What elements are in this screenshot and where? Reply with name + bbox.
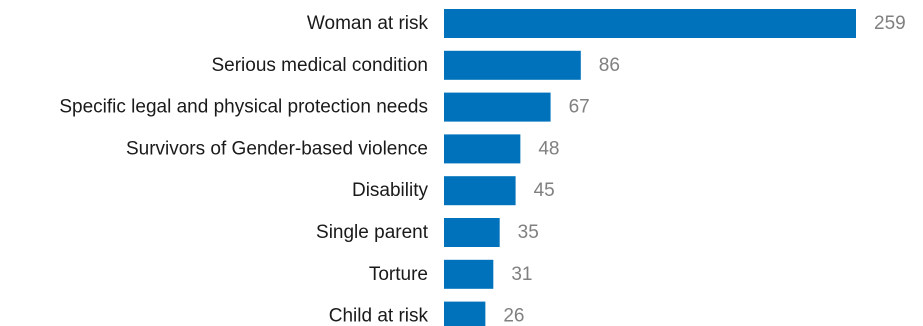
value-label: 259 (874, 13, 906, 34)
category-label: Single parent (316, 222, 429, 243)
bar (444, 259, 494, 289)
category-label: Child at risk (329, 306, 429, 326)
category-label: Serious medical condition (211, 55, 428, 76)
bar (444, 176, 516, 206)
category-label: Survivors of Gender-based violence (126, 138, 428, 159)
value-label: 45 (534, 180, 555, 201)
value-labels: 259 86 67 48 45 35 31 26 (503, 13, 905, 326)
category-label: Torture (369, 264, 428, 285)
category-label: Specific legal and physical protection n… (59, 97, 428, 118)
bar (444, 134, 521, 164)
category-label: Disability (352, 180, 429, 201)
value-label: 31 (511, 264, 532, 285)
category-label: Woman at risk (307, 13, 429, 34)
value-label: 67 (569, 97, 590, 118)
value-label: 48 (538, 138, 559, 159)
value-label: 35 (518, 222, 539, 243)
bar (444, 301, 486, 326)
value-label: 86 (599, 55, 620, 76)
bar (444, 9, 856, 38)
bar (444, 92, 551, 122)
bar (444, 50, 581, 80)
bar (444, 218, 500, 247)
bars-layer (444, 9, 856, 326)
category-labels: Woman at risk Serious medical condition Sp… (59, 13, 428, 326)
value-label: 26 (503, 306, 524, 326)
